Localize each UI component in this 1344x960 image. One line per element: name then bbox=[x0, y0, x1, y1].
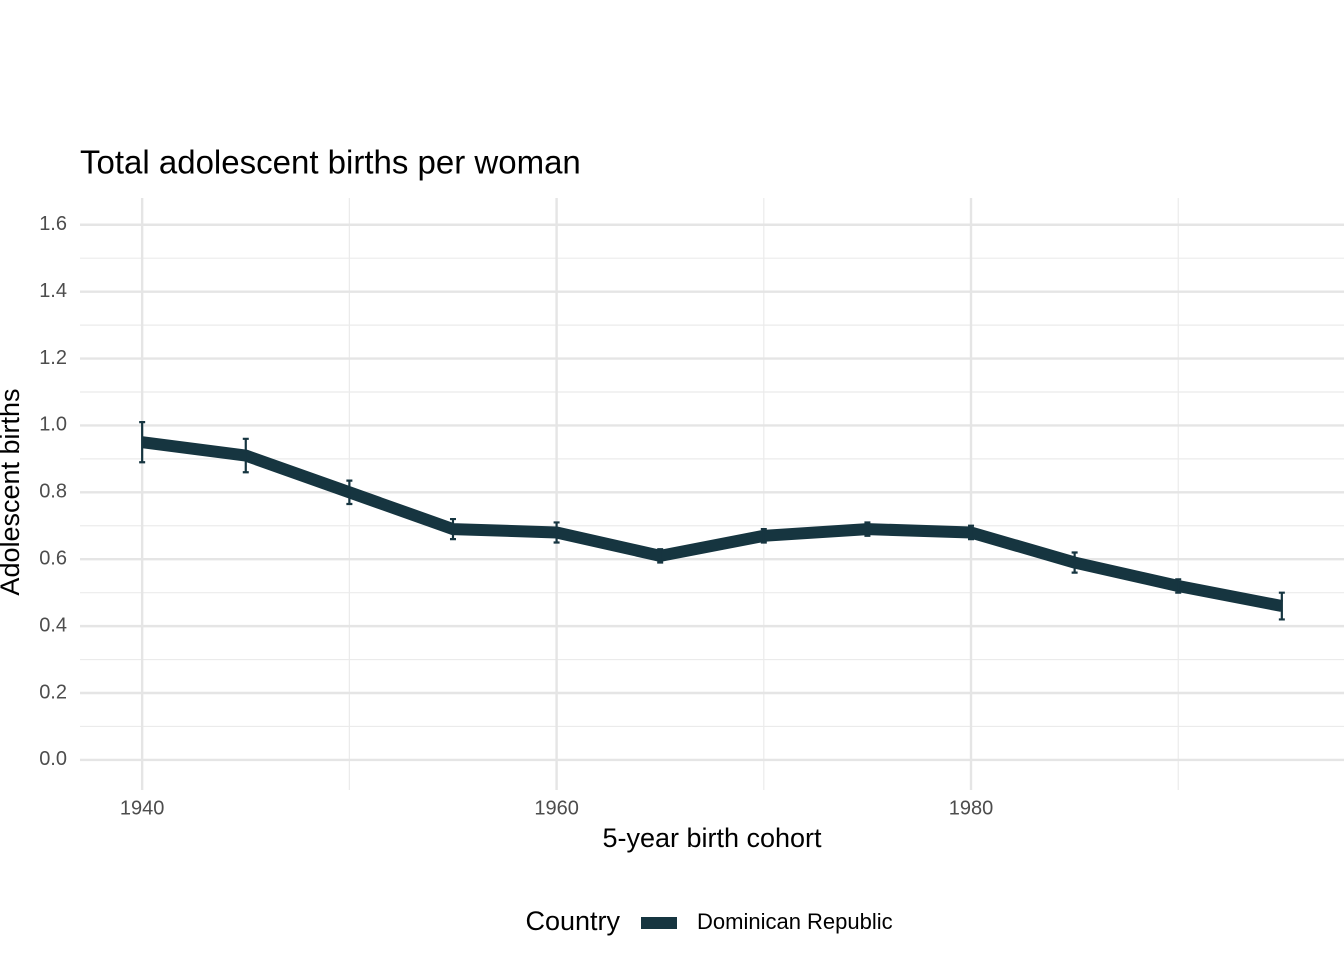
error-bar bbox=[139, 420, 146, 464]
y-tick-label: 0.2 bbox=[39, 681, 67, 703]
legend-title: Country bbox=[525, 906, 620, 936]
error-bar bbox=[968, 524, 975, 541]
error-bar bbox=[657, 548, 664, 564]
y-tick-label: 1.6 bbox=[39, 213, 67, 235]
y-tick-label: 0.0 bbox=[39, 748, 67, 770]
legend-key bbox=[641, 917, 677, 929]
x-tick-label: 1940 bbox=[120, 797, 165, 819]
error-bar bbox=[1278, 591, 1285, 621]
error-bar bbox=[449, 517, 456, 541]
error-bar bbox=[864, 521, 871, 537]
y-tick-label: 0.8 bbox=[39, 481, 67, 503]
y-tick-label: 1.0 bbox=[39, 414, 67, 436]
x-tick-label: 1980 bbox=[949, 797, 994, 819]
error-bar bbox=[346, 479, 353, 506]
y-tick-label: 1.4 bbox=[39, 280, 67, 302]
y-tick-label: 0.6 bbox=[39, 548, 67, 570]
data-line bbox=[141, 436, 1283, 612]
y-axis-label: Adolescent births bbox=[0, 388, 25, 595]
error-bar bbox=[1175, 578, 1182, 594]
x-tick-label: 1960 bbox=[534, 797, 579, 819]
x-axis-label: 5-year birth cohort bbox=[602, 823, 822, 853]
y-tick-label: 0.4 bbox=[39, 614, 67, 636]
error-bar bbox=[242, 437, 249, 474]
chart-title: Total adolescent births per woman bbox=[80, 144, 581, 181]
error-bar bbox=[760, 528, 767, 544]
error-bar bbox=[553, 521, 560, 544]
y-tick-label: 1.2 bbox=[39, 347, 67, 369]
legend-label: Dominican Republic bbox=[697, 909, 893, 934]
error-bar bbox=[1071, 551, 1078, 574]
